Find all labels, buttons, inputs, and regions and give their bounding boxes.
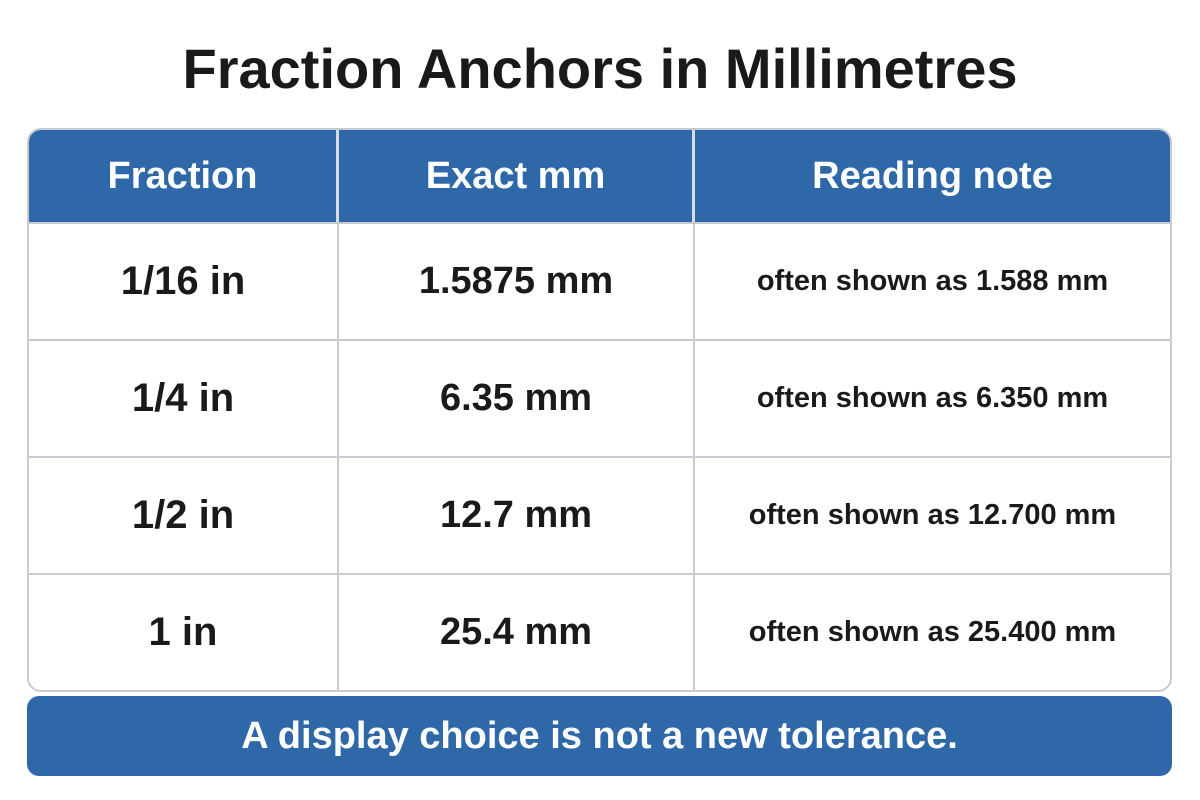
table-body: 1/16 in 1.5875 mm often shown as 1.588 mm 1… — [29, 222, 1170, 690]
footer-note: A display choice is not a new tolerance. — [27, 696, 1172, 776]
table-cell: 12.7 mm — [339, 456, 695, 573]
title: Fraction Anchors in Millimetres — [182, 37, 1018, 100]
table-cell: 1/16 in — [29, 222, 339, 339]
header-row: Fraction Exact mm Reading note — [29, 130, 1170, 222]
table-cell: 25.4 mm — [339, 573, 695, 690]
table-row: 1/2 in 12.7 mm often shown as 12.700 mm — [29, 456, 1170, 573]
table-cell: often shown as 1.588 mm — [695, 222, 1170, 339]
table-cell: 1.5875 mm — [339, 222, 695, 339]
table-row: 1/16 in 1.5875 mm often shown as 1.588 mm — [29, 222, 1170, 339]
table: Fraction Exact mm Reading note 1/16 in 1.58… — [27, 128, 1172, 692]
table-cell: often shown as 12.700 mm — [695, 456, 1170, 573]
table-cell: 6.35 mm — [339, 339, 695, 456]
table-cell: 1 in — [29, 573, 339, 690]
table-row: 1 in 25.4 mm often shown as 25.400 mm — [29, 573, 1170, 690]
header-cell: Reading note — [695, 130, 1170, 222]
table-cell: often shown as 25.400 mm — [695, 573, 1170, 690]
header-cell: Fraction — [29, 130, 339, 222]
table-row: 1/4 in 6.35 mm often shown as 6.350 mm — [29, 339, 1170, 456]
header-cell: Exact mm — [339, 130, 695, 222]
table-cell: 1/4 in — [29, 339, 339, 456]
table-cell: often shown as 6.350 mm — [695, 339, 1170, 456]
table-cell: 1/2 in — [29, 456, 339, 573]
